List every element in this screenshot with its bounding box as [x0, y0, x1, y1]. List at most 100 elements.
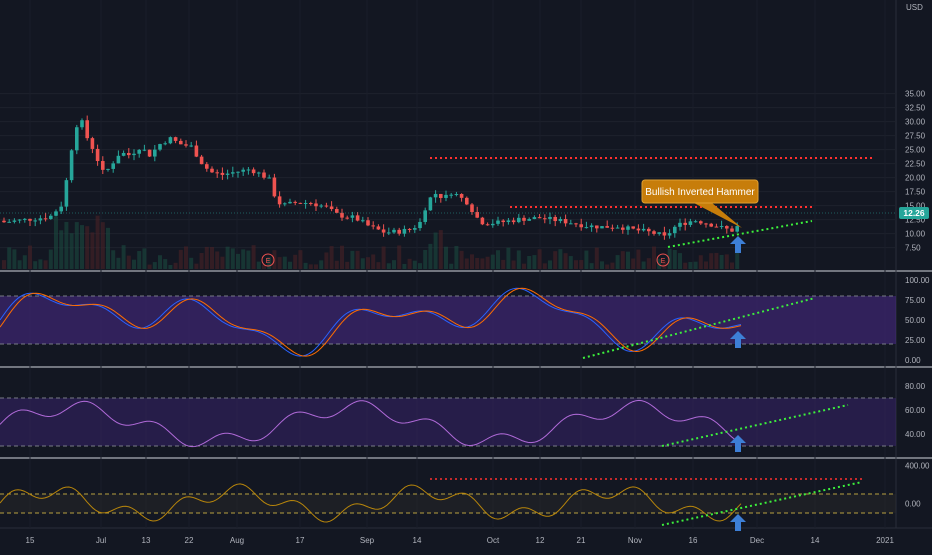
- candle-body[interactable]: [704, 223, 708, 225]
- candle-body[interactable]: [132, 153, 136, 156]
- candle-body[interactable]: [496, 220, 500, 224]
- time-axis[interactable]: 15 Jul 13 22 Aug 17 Sep 14 Oct 12 21 Nov 16 Dec 14 2021: [26, 536, 895, 545]
- candle-body[interactable]: [501, 220, 505, 223]
- candle-body[interactable]: [407, 228, 412, 230]
- candle-body[interactable]: [558, 219, 563, 222]
- candle-body[interactable]: [636, 228, 641, 231]
- candle-body[interactable]: [537, 217, 542, 219]
- candle-body[interactable]: [662, 232, 667, 236]
- candle-body[interactable]: [527, 219, 531, 221]
- candle-body[interactable]: [262, 172, 266, 178]
- candle-body[interactable]: [667, 233, 672, 236]
- candle-body[interactable]: [69, 150, 74, 181]
- candle-body[interactable]: [251, 169, 256, 174]
- candle-body[interactable]: [127, 152, 131, 156]
- candle-body[interactable]: [548, 216, 552, 219]
- candle-body[interactable]: [85, 120, 89, 139]
- candle-body[interactable]: [231, 172, 235, 174]
- candle-body[interactable]: [621, 227, 625, 230]
- candle-body[interactable]: [49, 215, 53, 219]
- candle-body[interactable]: [142, 149, 147, 151]
- candle-body[interactable]: [59, 206, 63, 212]
- candle-body[interactable]: [423, 210, 427, 222]
- candle-body[interactable]: [158, 144, 162, 150]
- candle-body[interactable]: [465, 197, 469, 205]
- candle-body[interactable]: [215, 172, 219, 174]
- candle-body[interactable]: [303, 203, 308, 205]
- price-axis[interactable]: 35.00 32.50 30.00 27.50 25.00 22.50 20.00 17.50…: [905, 90, 926, 253]
- candle-body[interactable]: [480, 217, 485, 225]
- rsi-axis[interactable]: 80.00 60.00 40.00: [905, 382, 926, 439]
- candle-body[interactable]: [683, 222, 687, 225]
- candle-body[interactable]: [532, 217, 537, 220]
- candle-body[interactable]: [54, 211, 58, 216]
- candle-body[interactable]: [688, 221, 693, 225]
- candle-body[interactable]: [439, 193, 443, 198]
- candle-body[interactable]: [329, 206, 334, 210]
- candle-body[interactable]: [33, 220, 37, 222]
- candle-body[interactable]: [470, 204, 474, 213]
- candle-body[interactable]: [631, 226, 635, 229]
- candle-body[interactable]: [371, 225, 375, 227]
- stoch-axis[interactable]: 100.00 75.00 50.00 25.00 0.00: [905, 276, 930, 365]
- candle-body[interactable]: [605, 226, 609, 228]
- candle-body[interactable]: [220, 172, 225, 175]
- candle-body[interactable]: [168, 137, 173, 144]
- candle-body[interactable]: [402, 228, 407, 234]
- candle-body[interactable]: [101, 161, 105, 170]
- candle-body[interactable]: [641, 228, 646, 231]
- candle-body[interactable]: [735, 226, 739, 232]
- candle-body[interactable]: [116, 155, 121, 164]
- candle-body[interactable]: [397, 229, 401, 234]
- candle-body[interactable]: [428, 197, 433, 211]
- candle-body[interactable]: [454, 194, 459, 196]
- candle-body[interactable]: [569, 223, 573, 225]
- candle-body[interactable]: [418, 221, 422, 229]
- candle-body[interactable]: [335, 209, 339, 213]
- candle-body[interactable]: [673, 226, 677, 234]
- candle-body[interactable]: [709, 223, 713, 227]
- candle-body[interactable]: [179, 140, 183, 145]
- candle-body[interactable]: [28, 218, 32, 221]
- earnings-marker[interactable]: E: [261, 253, 275, 267]
- candle-body[interactable]: [595, 225, 599, 229]
- candle-body[interactable]: [80, 120, 84, 128]
- candle-body[interactable]: [563, 219, 568, 224]
- candle-body[interactable]: [293, 201, 297, 203]
- candle-body[interactable]: [111, 163, 115, 169]
- candle-body[interactable]: [277, 196, 282, 205]
- candle-body[interactable]: [153, 149, 157, 157]
- candle-body[interactable]: [366, 220, 370, 226]
- candle-body[interactable]: [90, 138, 95, 149]
- candle-body[interactable]: [205, 164, 209, 169]
- candle-body[interactable]: [543, 218, 547, 220]
- candle-body[interactable]: [17, 219, 22, 221]
- candle-body[interactable]: [626, 226, 630, 230]
- candle-body[interactable]: [95, 148, 100, 162]
- cci-axis[interactable]: 400.00 0.00: [905, 462, 930, 509]
- candle-body[interactable]: [246, 169, 251, 171]
- candle-body[interactable]: [678, 222, 682, 227]
- candle-body[interactable]: [517, 217, 521, 223]
- candle-body[interactable]: [64, 180, 69, 207]
- candle-body[interactable]: [392, 229, 396, 233]
- candle-body[interactable]: [272, 177, 277, 197]
- candle-body[interactable]: [309, 203, 313, 205]
- candle-body[interactable]: [283, 203, 287, 205]
- candle-body[interactable]: [491, 223, 495, 226]
- candle-body[interactable]: [444, 194, 448, 198]
- candle-body[interactable]: [106, 168, 110, 170]
- candle-body[interactable]: [257, 172, 261, 174]
- candle-body[interactable]: [298, 202, 303, 204]
- candle-body[interactable]: [147, 149, 152, 157]
- candle-body[interactable]: [376, 226, 381, 230]
- candle-body[interactable]: [7, 221, 11, 223]
- candle-body[interactable]: [657, 232, 661, 234]
- candle-body[interactable]: [267, 177, 271, 179]
- support-trendline-price[interactable]: [667, 220, 813, 248]
- candle-body[interactable]: [319, 205, 323, 207]
- candle-body[interactable]: [2, 220, 6, 223]
- candle-body[interactable]: [506, 220, 511, 223]
- candle-body[interactable]: [730, 228, 734, 232]
